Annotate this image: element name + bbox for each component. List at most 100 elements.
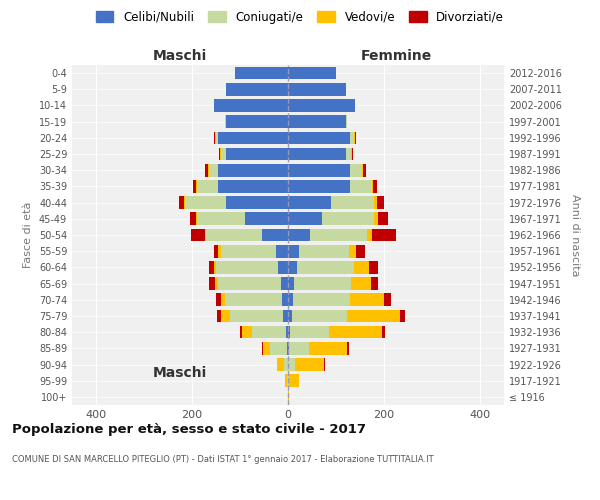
Bar bbox=[347, 342, 349, 354]
Bar bbox=[221, 310, 230, 322]
Bar bbox=[373, 180, 377, 192]
Bar bbox=[308, 342, 347, 354]
Bar bbox=[288, 374, 289, 387]
Bar bbox=[278, 261, 288, 274]
Bar bbox=[350, 164, 362, 176]
Bar bbox=[362, 164, 364, 176]
Bar bbox=[218, 180, 288, 192]
Bar bbox=[218, 164, 288, 176]
Bar bbox=[230, 310, 283, 322]
Bar bbox=[284, 358, 288, 371]
Bar bbox=[368, 261, 378, 274]
Bar bbox=[215, 278, 218, 290]
Bar bbox=[209, 261, 214, 274]
Bar bbox=[356, 245, 365, 258]
Bar bbox=[219, 148, 220, 160]
Bar bbox=[270, 342, 287, 354]
Bar bbox=[288, 196, 331, 209]
Bar bbox=[288, 310, 292, 322]
Bar bbox=[242, 326, 252, 338]
Bar bbox=[252, 326, 286, 338]
Bar bbox=[349, 245, 356, 258]
Text: Popolazione per età, sesso e stato civile - 2017: Popolazione per età, sesso e stato civil… bbox=[12, 422, 366, 436]
Bar bbox=[289, 374, 299, 387]
Bar bbox=[224, 294, 282, 306]
Bar bbox=[276, 245, 288, 258]
Bar bbox=[221, 148, 226, 160]
Bar bbox=[262, 228, 288, 241]
Bar bbox=[218, 278, 281, 290]
Bar bbox=[288, 83, 346, 96]
Bar bbox=[322, 212, 374, 225]
Bar bbox=[377, 196, 384, 209]
Bar bbox=[263, 342, 270, 354]
Bar bbox=[226, 83, 288, 96]
Bar bbox=[281, 278, 288, 290]
Bar bbox=[400, 310, 404, 322]
Bar bbox=[214, 99, 288, 112]
Bar bbox=[288, 294, 293, 306]
Bar bbox=[215, 132, 216, 144]
Bar bbox=[352, 278, 371, 290]
Bar bbox=[292, 310, 347, 322]
Y-axis label: Fasce di età: Fasce di età bbox=[23, 202, 33, 268]
Bar bbox=[288, 326, 290, 338]
Bar bbox=[208, 164, 209, 176]
Bar bbox=[352, 148, 353, 160]
Bar bbox=[214, 132, 215, 144]
Bar bbox=[226, 196, 288, 209]
Bar bbox=[288, 99, 355, 112]
Bar bbox=[371, 278, 378, 290]
Bar bbox=[226, 116, 288, 128]
Bar bbox=[287, 342, 288, 354]
Bar bbox=[283, 310, 288, 322]
Bar bbox=[206, 228, 262, 241]
Bar bbox=[191, 228, 205, 241]
Bar bbox=[205, 164, 208, 176]
Bar bbox=[288, 342, 289, 354]
Bar bbox=[216, 261, 278, 274]
Bar bbox=[235, 67, 288, 80]
Y-axis label: Anni di nascita: Anni di nascita bbox=[570, 194, 580, 276]
Bar bbox=[216, 132, 218, 144]
Bar bbox=[289, 342, 308, 354]
Bar bbox=[364, 164, 366, 176]
Bar bbox=[287, 374, 288, 387]
Bar bbox=[185, 196, 226, 209]
Bar bbox=[277, 358, 284, 371]
Bar bbox=[216, 294, 221, 306]
Text: Maschi: Maschi bbox=[153, 366, 207, 380]
Bar bbox=[310, 228, 367, 241]
Bar bbox=[288, 67, 336, 80]
Bar bbox=[347, 310, 400, 322]
Bar bbox=[205, 228, 206, 241]
Bar bbox=[372, 228, 396, 241]
Bar bbox=[288, 245, 299, 258]
Bar bbox=[196, 212, 197, 225]
Bar bbox=[290, 326, 329, 338]
Bar bbox=[218, 132, 288, 144]
Bar bbox=[197, 212, 245, 225]
Bar bbox=[350, 294, 384, 306]
Bar bbox=[286, 326, 288, 338]
Bar bbox=[214, 245, 218, 258]
Bar bbox=[350, 180, 372, 192]
Bar bbox=[282, 294, 288, 306]
Bar bbox=[288, 132, 350, 144]
Bar bbox=[384, 294, 391, 306]
Bar bbox=[346, 148, 352, 160]
Bar bbox=[372, 180, 373, 192]
Bar bbox=[299, 245, 349, 258]
Bar bbox=[288, 212, 322, 225]
Bar bbox=[354, 132, 355, 144]
Bar bbox=[288, 228, 310, 241]
Bar bbox=[288, 148, 346, 160]
Bar bbox=[209, 164, 218, 176]
Bar bbox=[382, 326, 385, 338]
Bar bbox=[220, 148, 221, 160]
Bar bbox=[293, 294, 350, 306]
Bar bbox=[288, 164, 350, 176]
Legend: Celibi/Nubili, Coniugati/e, Vedovi/e, Divorziati/e: Celibi/Nubili, Coniugati/e, Vedovi/e, Di… bbox=[91, 6, 509, 28]
Bar bbox=[374, 212, 378, 225]
Bar bbox=[196, 180, 197, 192]
